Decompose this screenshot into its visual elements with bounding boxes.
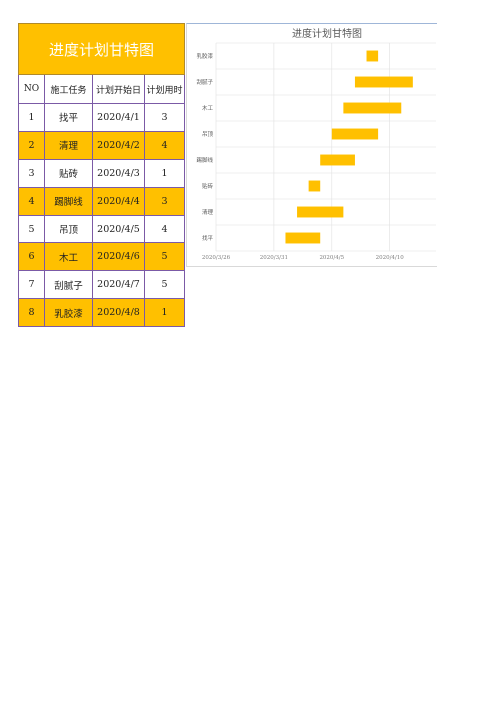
- cell-start-date: 2020/4/4: [92, 186, 145, 216]
- category-label: 贴砖: [202, 182, 214, 190]
- cell-no: 2: [18, 130, 45, 160]
- gantt-bar: [354, 76, 413, 88]
- cell-start-date: 2020/4/2: [92, 130, 145, 160]
- x-tick-label: 2020/4/10: [376, 255, 405, 261]
- x-tick-label: 2020/3/26: [202, 255, 231, 261]
- cell-task: 吊顶: [44, 214, 93, 244]
- cell-no: 3: [18, 158, 45, 188]
- cell-task: 刮腻子: [44, 270, 93, 300]
- table-row: 7 刮腻子 2020/4/7 5: [18, 270, 186, 300]
- gantt-chart-svg: 进度计划甘特图 2020/3/26 2020/3/31 2020/4/5 2020/4/…: [196, 27, 436, 261]
- schedule-table: 进度计划甘特图 NO 施工任务 计划开始日 计划用时 1 找平 2020/4/1 3 2…: [17, 23, 186, 328]
- cell-no: 8: [18, 298, 45, 328]
- cell-no: 7: [18, 270, 45, 300]
- cell-task: 踢脚线: [44, 186, 93, 216]
- gantt-bar: [343, 102, 402, 114]
- header-duration: 计划用时: [143, 74, 186, 104]
- cell-start-date: 2020/4/7: [92, 270, 145, 300]
- cell-duration: 3: [143, 186, 186, 216]
- category-label: 找平: [202, 234, 214, 242]
- table-row: 3 贴砖 2020/4/3 1: [18, 158, 186, 188]
- table-row: 6 木工 2020/4/6 5: [18, 242, 186, 272]
- cell-task: 清理: [44, 130, 93, 160]
- category-label: 乳胶漆: [196, 52, 213, 60]
- cell-no: 1: [18, 103, 45, 132]
- gantt-chart: 进度计划甘特图 2020/3/26 2020/3/31 2020/4/5 2020/4/…: [186, 23, 437, 267]
- header-no: NO: [18, 74, 45, 104]
- x-tick-label: 2020/3/31: [260, 255, 288, 261]
- table-row: 5 吊顶 2020/4/5 4: [18, 214, 186, 244]
- table-row: 2 清理 2020/4/2 4: [18, 130, 186, 160]
- cell-duration: 5: [143, 270, 186, 300]
- cell-task: 贴砖: [44, 158, 93, 188]
- cell-start-date: 2020/4/1: [92, 103, 145, 132]
- gantt-bar: [297, 206, 344, 218]
- cell-duration: 1: [143, 158, 186, 188]
- cell-start-date: 2020/4/8: [92, 298, 145, 328]
- cell-task: 乳胶漆: [44, 298, 93, 328]
- x-tick-label: 2020/4/5: [319, 255, 344, 261]
- table-header-row: NO 施工任务 计划开始日 计划用时: [18, 74, 186, 104]
- header-task: 施工任务: [44, 74, 93, 104]
- cell-no: 5: [18, 214, 45, 244]
- table-row: 8 乳胶漆 2020/4/8 1: [18, 298, 186, 328]
- cell-no: 4: [18, 186, 45, 216]
- table-row: 1 找平 2020/4/1 3: [18, 103, 186, 132]
- cell-duration: 1: [143, 298, 186, 328]
- category-label: 踢脚线: [196, 156, 213, 164]
- cell-start-date: 2020/4/3: [92, 158, 145, 188]
- cell-start-date: 2020/4/5: [92, 214, 145, 244]
- gantt-bar: [285, 232, 321, 244]
- gantt-bar: [331, 128, 379, 140]
- cell-task: 木工: [44, 242, 93, 272]
- category-label: 木工: [202, 104, 214, 112]
- chart-title: 进度计划甘特图: [292, 27, 362, 40]
- cell-task: 找平: [44, 103, 93, 132]
- header-start-date: 计划开始日: [92, 74, 145, 104]
- category-label: 刮腻子: [196, 78, 213, 86]
- cell-start-date: 2020/4/6: [92, 242, 145, 272]
- category-label: 吊顶: [202, 131, 214, 138]
- cell-no: 6: [18, 242, 45, 272]
- gantt-bar: [308, 180, 321, 192]
- cell-duration: 4: [143, 214, 186, 244]
- cell-duration: 5: [143, 242, 186, 272]
- table-title: 进度计划甘特图: [17, 23, 186, 75]
- cell-duration: 4: [143, 130, 186, 160]
- category-label: 清理: [202, 208, 214, 216]
- cell-duration: 3: [143, 103, 186, 132]
- table-row: 4 踢脚线 2020/4/4 3: [18, 186, 186, 216]
- gantt-bar: [320, 154, 355, 166]
- gantt-bar: [366, 50, 379, 62]
